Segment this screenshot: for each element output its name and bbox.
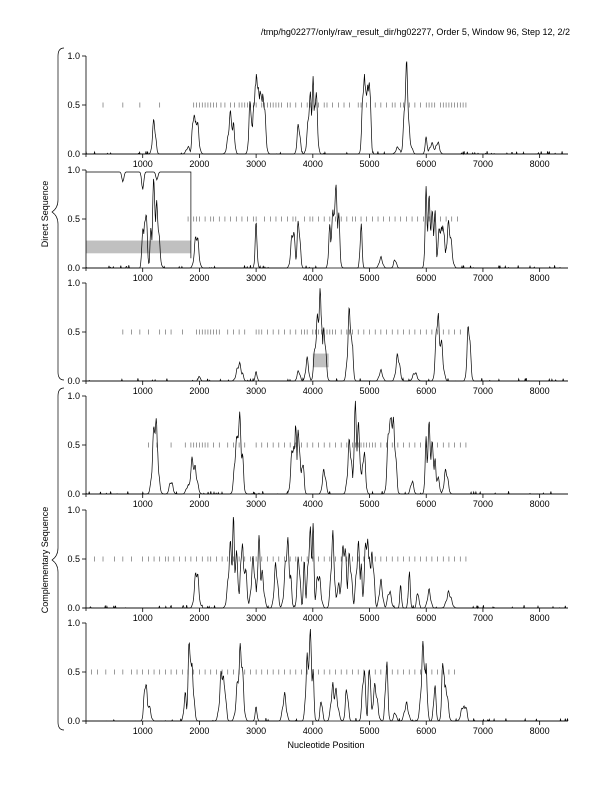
panel-direct-frame-2: 0.0 0.5 1.0 1000 2000 3000 4000 5000 6000 7000 800… [67, 165, 568, 283]
x-tick-label: 1000 [133, 386, 153, 396]
x-tick-label: 2000 [189, 386, 209, 396]
y-tick-label: 0.0 [67, 149, 80, 159]
x-tick-label: 8000 [530, 386, 550, 396]
y-tick-label: 0.0 [67, 376, 80, 386]
panels: 0.0 0.5 1.0 1000 2000 3000 4000 5000 6000 7000 800… [67, 51, 569, 736]
x-tick-label: 7000 [473, 386, 493, 396]
x-tick-label: 4000 [303, 613, 323, 623]
x-tick-label: 7000 [473, 613, 493, 623]
y-tick-label: 0.0 [67, 489, 80, 499]
x-tick-label: 2000 [189, 613, 209, 623]
x-tick-label: 3000 [246, 499, 266, 509]
y-tick-label: 0.0 [67, 603, 80, 613]
x-tick-label: 2000 [189, 726, 209, 736]
chart-title: /tmp/hg02277/only/raw_result_dir/hg02277… [260, 27, 570, 37]
complementary-group-label: Complementary Sequence [40, 507, 50, 614]
x-tick-label: 1000 [133, 273, 153, 283]
y-tick-label: 1.0 [67, 505, 80, 515]
x-tick-label: 6000 [416, 273, 436, 283]
y-tick-label: 1.0 [67, 391, 80, 401]
y-tick-label: 0.5 [67, 554, 80, 564]
baseline-segment [86, 171, 192, 259]
direct-group-brace [51, 47, 65, 381]
x-tick-label: 8000 [530, 499, 550, 509]
x-tick-label: 5000 [360, 499, 380, 509]
y-tick-label: 1.0 [67, 278, 80, 288]
x-tick-label: 6000 [416, 499, 436, 509]
series-line [86, 516, 568, 610]
x-tick-label: 3000 [246, 613, 266, 623]
x-tick-label: 6000 [416, 386, 436, 396]
x-tick-label: 4000 [303, 273, 323, 283]
y-tick-label: 0.0 [67, 263, 80, 273]
x-tick-label: 8000 [530, 159, 550, 169]
highlight-region [86, 240, 191, 254]
x-tick-label: 5000 [360, 386, 380, 396]
panel-complementary-frame-2: 0.0 0.5 1.0 1000 2000 3000 4000 5000 6000 7000 800… [67, 505, 568, 623]
panel-direct-frame-3: 0.0 0.5 1.0 1000 2000 3000 4000 5000 6000 7000 800… [67, 278, 568, 396]
x-tick-label: 8000 [530, 726, 550, 736]
x-tick-label: 4000 [303, 499, 323, 509]
x-tick-label: 6000 [416, 726, 436, 736]
x-tick-label: 3000 [246, 386, 266, 396]
x-tick-label: 5000 [360, 273, 380, 283]
x-tick-label: 3000 [246, 273, 266, 283]
x-tick-label: 2000 [189, 273, 209, 283]
series-line [86, 288, 568, 382]
series-line [85, 400, 568, 496]
x-tick-label: 2000 [189, 499, 209, 509]
x-tick-label: 2000 [189, 159, 209, 169]
y-tick-label: 1.0 [67, 618, 80, 628]
x-tick-label: 4000 [303, 386, 323, 396]
y-tick-label: 0.0 [67, 716, 80, 726]
x-tick-label: 1000 [133, 726, 153, 736]
x-tick-label: 1000 [133, 159, 153, 169]
y-tick-label: 0.5 [67, 100, 80, 110]
highlight-region [312, 353, 329, 368]
x-axis-label: Nucleotide Position [287, 740, 364, 750]
x-tick-label: 6000 [416, 613, 436, 623]
x-tick-label: 8000 [530, 273, 550, 283]
series-line [86, 628, 569, 722]
x-tick-label: 6000 [416, 159, 436, 169]
x-tick-label: 5000 [360, 613, 380, 623]
x-tick-label: 7000 [473, 273, 493, 283]
y-tick-label: 1.0 [67, 51, 80, 61]
x-tick-label: 4000 [303, 726, 323, 736]
y-tick-label: 0.5 [67, 214, 80, 224]
panel-complementary-frame-3: 0.0 0.5 1.0 1000 2000 3000 4000 5000 6000 7000 800… [67, 618, 569, 736]
x-tick-label: 4000 [303, 159, 323, 169]
x-tick-label: 7000 [473, 159, 493, 169]
x-tick-label: 3000 [246, 159, 266, 169]
direct-group-label: Direct Sequence [40, 181, 50, 248]
x-tick-label: 7000 [473, 726, 493, 736]
series-line [85, 61, 568, 156]
y-tick-label: 1.0 [67, 165, 80, 175]
y-tick-label: 0.5 [67, 440, 80, 450]
panel-complementary-frame-1: 0.0 0.5 1.0 1000 2000 3000 4000 5000 6000 7000 800… [67, 391, 568, 509]
series-line [85, 178, 568, 270]
x-tick-label: 1000 [133, 499, 153, 509]
x-tick-label: 1000 [133, 613, 153, 623]
y-tick-label: 0.5 [67, 667, 80, 677]
x-tick-label: 7000 [473, 499, 493, 509]
x-tick-label: 5000 [360, 726, 380, 736]
panel-direct-frame-1: 0.0 0.5 1.0 1000 2000 3000 4000 5000 6000 7000 800… [67, 51, 568, 169]
complementary-group-brace [51, 387, 65, 731]
y-tick-label: 0.5 [67, 327, 80, 337]
x-tick-label: 5000 [360, 159, 380, 169]
x-tick-label: 3000 [246, 726, 266, 736]
x-tick-label: 8000 [530, 613, 550, 623]
